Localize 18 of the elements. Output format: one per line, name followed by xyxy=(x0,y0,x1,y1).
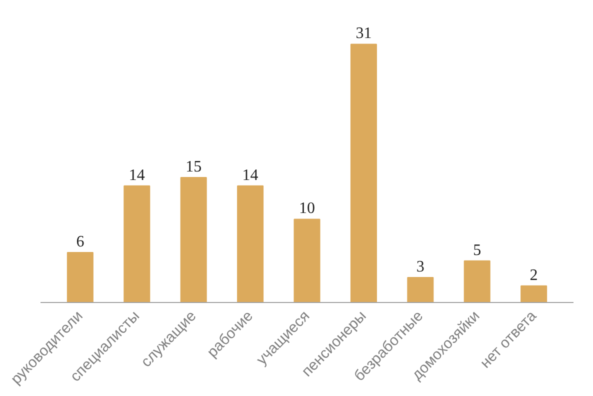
data-label: 14 xyxy=(128,166,145,184)
bar xyxy=(294,218,320,302)
bar xyxy=(350,44,377,302)
bar xyxy=(520,285,548,302)
bar xyxy=(124,185,150,302)
data-label: 3 xyxy=(416,258,424,276)
data-label: 15 xyxy=(186,158,202,176)
data-label: 10 xyxy=(299,200,315,218)
bar xyxy=(237,185,264,302)
bar xyxy=(66,252,94,302)
data-label: 5 xyxy=(473,242,482,259)
data-label: 14 xyxy=(242,166,258,184)
bar xyxy=(464,260,490,302)
bar xyxy=(407,277,434,302)
data-label: 31 xyxy=(356,25,372,42)
data-label: 2 xyxy=(530,266,538,284)
data-label: 6 xyxy=(76,234,84,251)
bar xyxy=(180,177,207,302)
